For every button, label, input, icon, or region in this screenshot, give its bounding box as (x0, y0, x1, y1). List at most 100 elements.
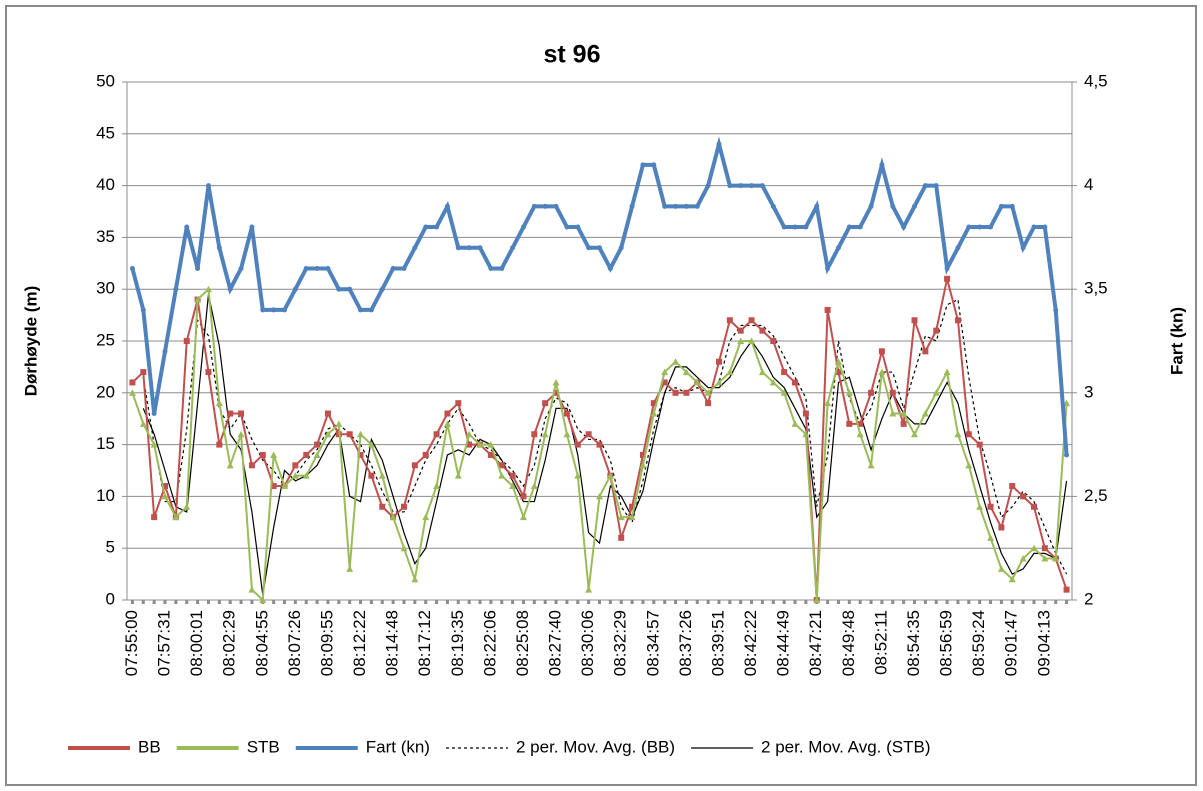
marker (282, 307, 287, 313)
y2-tick-label: 2,5 (1084, 486, 1108, 505)
x-tick (250, 600, 254, 604)
marker (987, 503, 994, 510)
marker (1064, 452, 1070, 458)
x-tick (163, 600, 167, 604)
x-tick (923, 600, 927, 604)
marker (802, 410, 809, 417)
marker (292, 462, 299, 469)
x-tick (1065, 600, 1069, 604)
x-tick (326, 600, 330, 604)
marker (759, 183, 765, 189)
marker (715, 378, 723, 386)
x-tick-label: 08:00:01 (187, 610, 206, 676)
marker (1009, 483, 1016, 490)
marker (662, 203, 668, 209)
x-tick-label: 08:25:08 (513, 610, 532, 676)
marker (227, 410, 234, 417)
x-tick-label: 08:19:35 (448, 610, 467, 676)
x-tick (869, 600, 873, 604)
legend-label: 2 per. Mov. Avg. (STB) (761, 737, 930, 756)
trendline (142, 294, 1068, 595)
marker (260, 307, 266, 313)
marker (890, 203, 896, 209)
x-tick (619, 600, 623, 604)
x-tick-label: 08:30:06 (578, 610, 597, 676)
x-tick (956, 600, 960, 604)
marker (596, 492, 603, 500)
marker (434, 224, 440, 230)
marker (846, 420, 853, 427)
marker (444, 410, 451, 417)
marker (564, 224, 570, 230)
y-tick-label: 25 (96, 330, 115, 349)
legend-label: Fart (kn) (366, 737, 430, 756)
marker (705, 183, 711, 189)
marker (998, 203, 1004, 209)
y-axis-title: Dørhøyde (m) (21, 286, 40, 397)
marker (749, 183, 755, 189)
marker (824, 399, 832, 407)
marker (173, 286, 179, 292)
x-tick-label: 08:42:22 (741, 610, 760, 676)
x-tick (532, 600, 536, 604)
marker (639, 451, 646, 458)
marker (346, 431, 353, 438)
marker (433, 482, 441, 490)
marker (563, 410, 570, 417)
marker (683, 203, 689, 209)
marker (455, 245, 461, 251)
marker (889, 389, 896, 396)
marker (411, 575, 419, 583)
marker (922, 348, 929, 355)
marker (737, 337, 745, 344)
marker (1052, 555, 1060, 562)
marker (868, 203, 874, 209)
x-tick (293, 600, 297, 604)
x-tick (576, 600, 580, 604)
x-tick (174, 600, 178, 604)
marker (1031, 224, 1037, 230)
marker (726, 317, 733, 324)
marker (977, 224, 983, 230)
marker (541, 430, 549, 438)
marker (769, 378, 777, 386)
marker (162, 348, 168, 354)
marker (259, 451, 266, 458)
marker (259, 596, 267, 603)
marker (519, 513, 527, 521)
marker (128, 389, 136, 396)
marker (423, 224, 429, 230)
x-tick (739, 600, 743, 604)
marker (759, 327, 766, 334)
marker (183, 503, 191, 510)
marker (336, 286, 342, 292)
marker (400, 544, 408, 552)
marker (324, 430, 332, 438)
marker (184, 224, 190, 230)
marker (249, 224, 255, 230)
y-tick-label: 5 (106, 538, 115, 557)
marker (857, 224, 863, 230)
marker (151, 514, 158, 521)
marker (401, 265, 407, 271)
x-tick-label: 08:12:22 (350, 610, 369, 676)
x-tick-label: 09:04:13 (1034, 610, 1053, 676)
x-tick (380, 600, 384, 604)
marker (683, 389, 690, 396)
marker (1053, 307, 1059, 313)
marker (911, 317, 918, 324)
marker (965, 461, 973, 469)
marker (216, 245, 222, 251)
x-tick (424, 600, 428, 604)
marker (781, 369, 788, 376)
marker (628, 513, 636, 521)
x-tick (141, 600, 145, 604)
x-tick (435, 600, 439, 604)
y-tick-label: 10 (96, 486, 115, 505)
marker (422, 451, 429, 458)
marker (281, 482, 288, 490)
marker (161, 492, 169, 500)
marker (237, 430, 245, 438)
marker (846, 224, 852, 230)
